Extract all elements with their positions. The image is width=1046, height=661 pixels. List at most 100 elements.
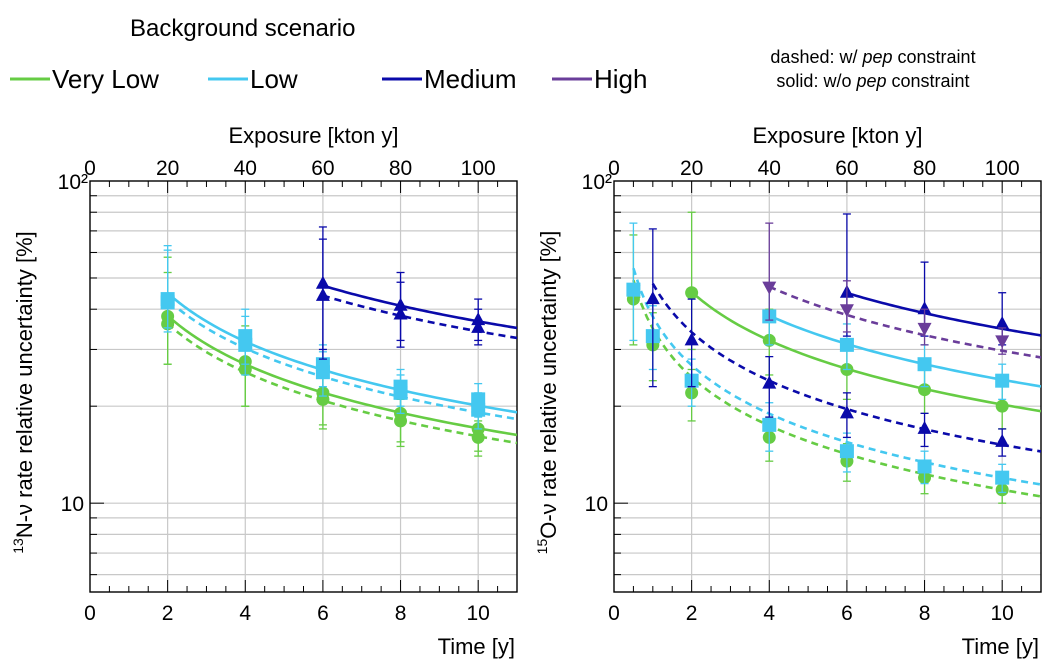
data-point [685, 286, 699, 300]
legend-title: Background scenario [130, 15, 355, 42]
y-tick-label: 10 [61, 493, 84, 516]
data-point [839, 405, 854, 419]
x2-axis-label: Exposure [kton y] [753, 123, 923, 148]
fit-curve [166, 322, 517, 445]
series-medium-with-pep [645, 228, 1041, 457]
x2-tick-label: 40 [234, 157, 257, 180]
note-solid: solid: w/o pep constraint [776, 71, 969, 91]
data-point [839, 444, 854, 459]
data-point [315, 287, 330, 301]
fit-curve [690, 290, 1041, 413]
data-point [626, 282, 641, 297]
legend-entry-medium: Medium [382, 64, 516, 94]
x2-axis-label: Exposure [kton y] [229, 123, 399, 148]
data-point [995, 315, 1010, 329]
x2-tick-label: 60 [835, 157, 858, 180]
data-point [762, 375, 777, 389]
x-tick-label: 4 [763, 602, 775, 625]
data-point [917, 301, 932, 315]
y-axis-label: 13N-ν rate relative uncertainty [%] [10, 231, 37, 553]
data-point [315, 365, 330, 380]
x-axis-label: Time [y] [962, 634, 1039, 659]
data-point [839, 304, 854, 318]
data-point [393, 306, 408, 320]
data-point [839, 337, 854, 352]
x2-tick-label: 80 [389, 157, 412, 180]
data-point [917, 357, 932, 372]
fit-curve [166, 292, 517, 414]
legend-label: Very Low [52, 64, 159, 94]
data-point [684, 332, 699, 346]
fit-curve [632, 279, 1041, 498]
legend-entry-low: Low [208, 64, 298, 94]
x2-tick-label: 40 [758, 157, 781, 180]
data-point [995, 399, 1009, 413]
y-tick-label: 10² [58, 171, 88, 194]
legend-entry-very-low: Very Low [10, 64, 159, 94]
error-bar [163, 249, 172, 333]
series-medium-without-pep [839, 213, 1041, 346]
x2-tick-label: 0 [608, 157, 620, 180]
x-tick-label: 0 [84, 602, 96, 625]
error-bar [629, 222, 638, 342]
x-tick-label: 10 [467, 602, 490, 625]
fit-curve [768, 285, 1041, 359]
series-low-with-pep [160, 249, 517, 430]
error-bar [648, 228, 657, 388]
x-tick-label: 8 [919, 602, 931, 625]
ticks [613, 180, 1042, 592]
fit-curve [632, 267, 1041, 486]
x-tick-label: 2 [686, 602, 698, 625]
data-point [762, 417, 777, 432]
x-tick-label: 8 [395, 602, 407, 625]
series-medium-without-pep [315, 226, 517, 351]
data-point [917, 459, 932, 474]
x-tick-label: 6 [317, 602, 329, 625]
error-bar [765, 222, 774, 321]
series-very-low-without-pep [161, 256, 517, 452]
legend: Background scenario Very Low Low Medium Hig… [10, 15, 976, 94]
x-tick-label: 6 [841, 602, 853, 625]
data-point [471, 430, 485, 444]
data-point [995, 470, 1010, 485]
y-axis-label: 15O-ν rate relative uncertainty [%] [534, 231, 561, 555]
x-axis-label: Time [y] [438, 634, 515, 659]
fit-curve [322, 284, 517, 330]
series-medium-with-pep [315, 238, 517, 360]
data-point [238, 337, 253, 352]
x2-tick-label: 0 [84, 157, 96, 180]
x2-tick-label: 20 [680, 157, 703, 180]
legend-label: Medium [424, 64, 516, 94]
note-dashed: dashed: w/ pep constraint [770, 47, 975, 67]
fit-curve [846, 291, 1041, 337]
grid [614, 181, 1041, 592]
data-point [393, 385, 408, 400]
x2-tick-label: 20 [156, 157, 179, 180]
x2-tick-label: 100 [985, 157, 1020, 180]
legend-entry-high: High [552, 64, 647, 94]
legend-label: High [594, 64, 647, 94]
x-tick-label: 2 [162, 602, 174, 625]
pep-note: dashed: w/ pep constraint solid: w/o pep… [770, 47, 975, 91]
data-point [917, 322, 932, 336]
data-point [471, 319, 486, 333]
data-point [471, 402, 486, 417]
data-point [995, 433, 1010, 447]
x-tick-label: 4 [239, 602, 251, 625]
series-high-with-pep [762, 222, 1041, 359]
x-tick-label: 10 [991, 602, 1014, 625]
x-tick-label: 0 [608, 602, 620, 625]
plot-frame [613, 180, 1042, 593]
y-tick-label: 10 [585, 493, 608, 516]
fit-curve [178, 308, 517, 421]
data-point [995, 335, 1010, 349]
series-very-low-with-pep [626, 234, 1041, 504]
data-point [762, 281, 777, 295]
data-point [160, 295, 175, 310]
x2-tick-label: 80 [913, 157, 936, 180]
